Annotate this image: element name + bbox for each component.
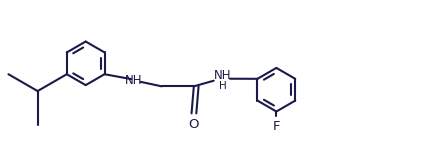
Text: NH: NH: [125, 74, 142, 87]
Text: H: H: [218, 81, 227, 91]
Text: F: F: [272, 120, 280, 133]
Text: O: O: [189, 118, 199, 131]
Text: NH: NH: [214, 69, 231, 82]
